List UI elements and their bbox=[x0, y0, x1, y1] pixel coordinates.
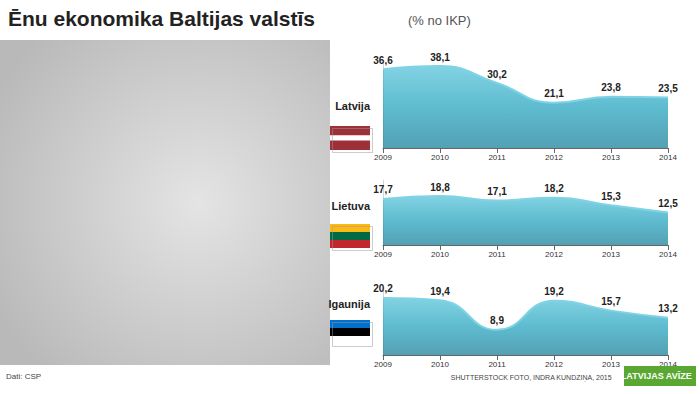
svg-text:2009: 2009 bbox=[374, 153, 392, 162]
svg-text:2011: 2011 bbox=[488, 250, 506, 259]
svg-text:Lietuva: Lietuva bbox=[331, 200, 370, 212]
svg-text:23,8: 23,8 bbox=[601, 82, 621, 93]
svg-text:Igaunija: Igaunija bbox=[328, 298, 370, 310]
svg-text:2011: 2011 bbox=[488, 360, 506, 369]
svg-text:18,2: 18,2 bbox=[544, 183, 564, 194]
svg-text:36,6: 36,6 bbox=[373, 55, 393, 66]
svg-text:2013: 2013 bbox=[602, 250, 620, 259]
svg-text:23,5: 23,5 bbox=[658, 83, 678, 94]
svg-text:2012: 2012 bbox=[545, 360, 563, 369]
svg-text:38,1: 38,1 bbox=[430, 52, 450, 63]
svg-text:2014: 2014 bbox=[659, 359, 677, 369]
svg-text:2013: 2013 bbox=[602, 153, 620, 162]
svg-text:2009: 2009 bbox=[374, 360, 392, 369]
svg-text:17,1: 17,1 bbox=[487, 186, 507, 197]
svg-text:17,7: 17,7 bbox=[373, 184, 393, 195]
svg-text:2010: 2010 bbox=[431, 250, 449, 259]
svg-text:8,9: 8,9 bbox=[490, 315, 504, 326]
svg-text:21,1: 21,1 bbox=[544, 88, 564, 99]
svg-text:SHUTTERSTOCK FOTO, INDRA KUNDZ: SHUTTERSTOCK FOTO, INDRA KUNDZIŅA, 2015 bbox=[451, 374, 612, 382]
svg-text:Dati: CSP: Dati: CSP bbox=[6, 372, 41, 381]
svg-text:Latvija: Latvija bbox=[335, 100, 371, 112]
svg-text:19,4: 19,4 bbox=[430, 286, 450, 297]
svg-text:2014: 2014 bbox=[659, 250, 677, 259]
svg-text:2013: 2013 bbox=[602, 360, 620, 369]
svg-text:2010: 2010 bbox=[431, 360, 449, 369]
svg-text:20,2: 20,2 bbox=[373, 283, 393, 294]
svg-text:2009: 2009 bbox=[374, 250, 392, 259]
svg-text:2011: 2011 bbox=[488, 153, 506, 162]
svg-text:2012: 2012 bbox=[545, 153, 563, 162]
svg-text:2010: 2010 bbox=[431, 153, 449, 162]
svg-text:(% no IKP): (% no IKP) bbox=[408, 13, 471, 28]
svg-text:LATVIJAS AVĪZE: LATVIJAS AVĪZE bbox=[621, 371, 692, 381]
svg-text:18,8: 18,8 bbox=[430, 182, 450, 193]
svg-text:15,3: 15,3 bbox=[601, 191, 621, 202]
svg-text:Ēnu ekonomika Baltijas valstīs: Ēnu ekonomika Baltijas valstīs bbox=[8, 7, 315, 30]
svg-text:2014: 2014 bbox=[659, 153, 677, 162]
svg-text:15,7: 15,7 bbox=[601, 296, 621, 307]
svg-text:13,2: 13,2 bbox=[658, 303, 678, 314]
svg-text:12,5: 12,5 bbox=[658, 198, 678, 209]
svg-text:2012: 2012 bbox=[545, 250, 563, 259]
svg-text:30,2: 30,2 bbox=[487, 69, 507, 80]
svg-text:19,2: 19,2 bbox=[544, 286, 564, 297]
